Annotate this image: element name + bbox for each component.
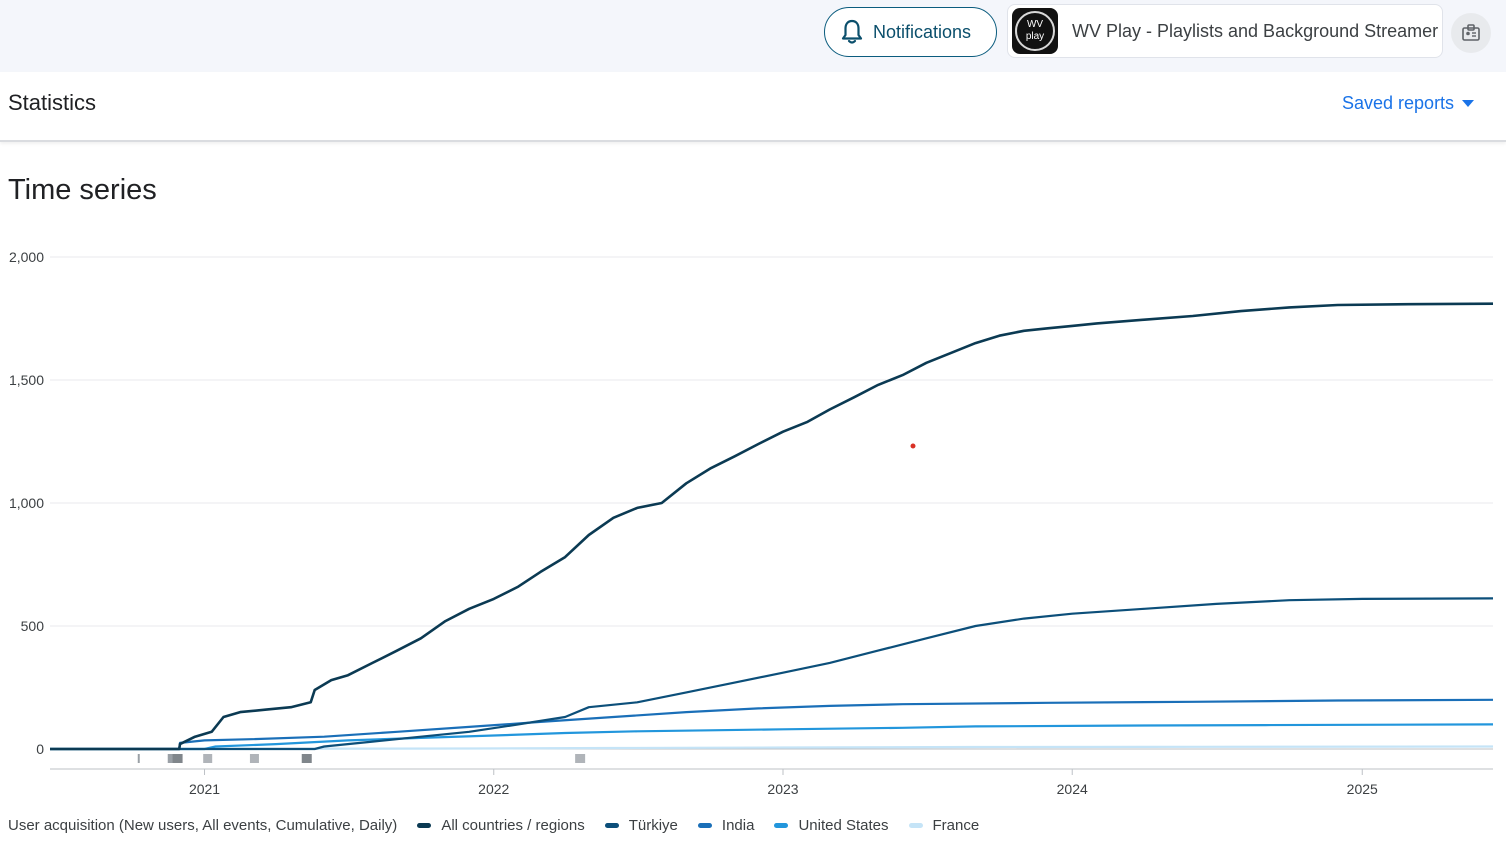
series-line-all-countries-regions — [50, 302, 1494, 751]
legend-label: France — [932, 817, 980, 834]
chevron-down-icon — [1462, 100, 1475, 107]
series-line-united-states — [50, 723, 1494, 751]
x-tick-label: 2025 — [1347, 781, 1378, 797]
saved-reports-label: Saved reports — [1342, 93, 1455, 113]
y-tick-label: 500 — [21, 618, 45, 634]
legend-item-all-countries[interactable]: All countries / regions — [417, 817, 585, 834]
legend-swatch — [604, 823, 619, 828]
event-marker — [301, 754, 312, 763]
app-logo: WV play — [1012, 8, 1058, 54]
event-marker — [203, 754, 213, 763]
legend-label: United States — [798, 817, 889, 834]
section-header: Statistics Saved reports — [0, 72, 1506, 142]
legend-swatch — [908, 823, 923, 828]
app-selector[interactable]: WV play WV Play - Playlists and Backgrou… — [1007, 4, 1443, 58]
legend-item-france[interactable]: France — [908, 817, 980, 834]
legend-item-turkiye[interactable]: Türkiye — [604, 817, 678, 834]
series-line-india — [50, 698, 1494, 751]
chart-title: Time series — [8, 174, 157, 206]
series-line-t-rkiye — [50, 597, 1494, 751]
x-tick-label: 2021 — [189, 781, 220, 797]
page-title: Statistics — [8, 90, 97, 115]
series-line-france — [49, 745, 1494, 751]
notifications-button[interactable]: Notifications — [824, 7, 997, 57]
legend-swatch — [697, 823, 712, 828]
account-badge-icon — [1462, 24, 1480, 41]
legend-label: Türkiye — [628, 817, 678, 834]
y-tick-label: 1,500 — [9, 372, 44, 388]
legend-swatch — [774, 823, 789, 828]
event-marker — [575, 754, 586, 763]
legend-label: India — [721, 817, 755, 834]
cursor-dot — [910, 443, 916, 449]
bell-icon — [841, 19, 863, 44]
app-name: WV Play - Playlists and Background Strea… — [1072, 20, 1439, 41]
legend-label: All countries / regions — [441, 817, 585, 834]
top-bar: Notifications WV play WV Play - Playlist… — [0, 0, 1506, 72]
saved-reports-dropdown[interactable]: Saved reports — [1342, 93, 1475, 114]
legend-item-united-states[interactable]: United States — [774, 817, 889, 834]
legend-item-india[interactable]: India — [697, 817, 755, 834]
chart-legend: User acquisition (New users, All events,… — [8, 817, 999, 834]
account-button[interactable] — [1451, 13, 1491, 53]
x-tick-label: 2024 — [1057, 781, 1088, 797]
event-marker — [167, 754, 175, 763]
y-tick-label: 1,000 — [9, 495, 44, 511]
event-marker — [172, 754, 183, 763]
x-tick-label: 2023 — [767, 781, 798, 797]
x-tick-label: 2022 — [478, 781, 509, 797]
event-marker — [137, 754, 140, 763]
app-logo-text-top: WV — [1026, 19, 1044, 30]
notifications-label: Notifications — [873, 21, 972, 42]
y-tick-label: 0 — [36, 741, 44, 757]
legend-swatch — [417, 823, 432, 828]
legend-description: User acquisition (New users, All events,… — [8, 817, 398, 834]
app-logo-text-bottom: play — [1025, 31, 1045, 42]
y-tick-label: 2,000 — [9, 249, 44, 265]
time-series-chart: 0 500 1,000 1,500 2,000 2021 2022 2023 2024 2025 — [9, 249, 1494, 797]
event-marker — [249, 754, 259, 763]
